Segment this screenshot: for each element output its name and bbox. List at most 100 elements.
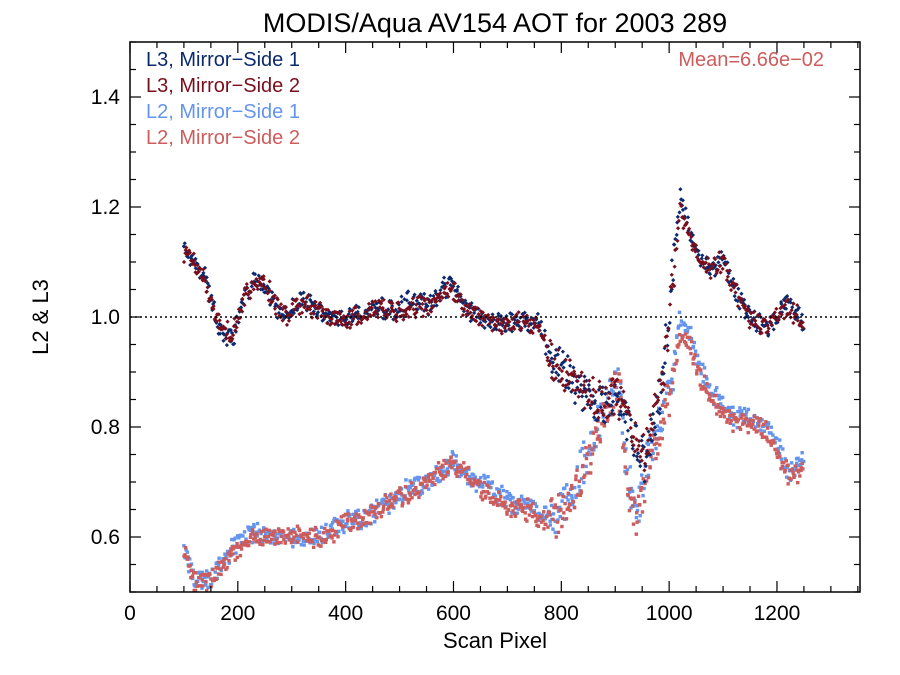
data-point <box>635 508 640 513</box>
data-point <box>578 373 583 378</box>
data-point <box>209 295 214 300</box>
data-point <box>742 406 747 411</box>
data-point <box>688 346 692 351</box>
data-point <box>450 466 454 470</box>
data-point <box>569 483 574 488</box>
data-point <box>304 295 310 300</box>
data-point <box>441 284 447 289</box>
data-point <box>713 388 718 393</box>
data-point <box>620 399 625 404</box>
data-point <box>727 268 732 273</box>
data-point <box>480 323 485 328</box>
data-point <box>422 291 427 296</box>
data-point <box>653 429 657 434</box>
data-point <box>471 473 476 477</box>
data-point <box>497 490 501 494</box>
data-point <box>414 298 419 303</box>
data-point <box>792 315 797 320</box>
data-point <box>286 315 291 321</box>
data-point <box>568 508 572 513</box>
data-point <box>738 406 742 410</box>
data-point <box>341 527 345 532</box>
data-point <box>785 475 789 479</box>
data-point <box>568 363 573 368</box>
data-point <box>717 263 722 269</box>
data-point <box>222 562 226 567</box>
data-point <box>476 482 481 487</box>
data-point <box>578 387 583 393</box>
data-point <box>201 579 205 584</box>
data-point <box>499 495 503 499</box>
data-point <box>625 428 631 433</box>
data-point <box>253 282 258 288</box>
data-point <box>572 369 577 374</box>
data-point <box>411 482 415 486</box>
data-point <box>267 279 272 284</box>
data-point <box>373 512 377 517</box>
data-point <box>199 275 205 280</box>
data-point <box>302 532 306 536</box>
data-point <box>519 326 524 331</box>
data-point <box>591 415 597 420</box>
data-point <box>629 439 634 444</box>
data-point <box>799 323 804 329</box>
data-point <box>624 471 629 475</box>
data-point <box>300 298 305 304</box>
data-point <box>617 397 622 402</box>
data-point <box>795 303 800 308</box>
data-point <box>655 395 660 400</box>
data-point <box>582 386 587 391</box>
data-point <box>378 501 383 506</box>
data-point <box>582 480 586 485</box>
data-point <box>476 322 482 327</box>
data-point <box>408 485 413 489</box>
data-point <box>389 299 394 304</box>
data-point <box>307 307 313 312</box>
data-point <box>258 537 263 542</box>
data-point <box>495 487 499 491</box>
data-point <box>227 558 231 563</box>
data-point <box>204 289 210 294</box>
data-point <box>532 510 536 515</box>
data-point <box>469 315 474 321</box>
data-point <box>698 263 703 268</box>
data-point <box>665 343 670 348</box>
data-point <box>582 379 587 384</box>
data-point <box>260 539 264 544</box>
data-point <box>234 325 239 330</box>
data-point <box>511 495 515 500</box>
data-point <box>685 215 691 220</box>
data-point <box>470 476 475 481</box>
data-point <box>422 485 426 490</box>
data-point <box>356 527 360 531</box>
data-point <box>519 503 524 507</box>
data-point <box>268 539 272 544</box>
data-point <box>189 568 193 573</box>
data-point <box>579 491 583 495</box>
data-point <box>728 279 734 284</box>
data-point <box>362 522 366 526</box>
data-point <box>276 527 281 531</box>
data-point <box>692 246 698 251</box>
data-point <box>771 327 776 332</box>
data-point <box>584 388 589 393</box>
data-point <box>738 300 744 305</box>
data-point <box>188 557 192 561</box>
data-point <box>787 476 792 481</box>
data-point <box>408 305 413 310</box>
data-point <box>225 565 229 570</box>
data-point <box>525 318 531 323</box>
data-point <box>749 319 754 325</box>
data-point <box>299 543 304 547</box>
data-point <box>665 384 669 388</box>
data-point <box>387 504 392 509</box>
data-point <box>443 284 448 289</box>
data-point <box>746 430 750 435</box>
data-point <box>255 279 260 284</box>
data-point <box>441 465 445 469</box>
data-point <box>783 299 788 304</box>
data-point <box>788 300 793 305</box>
data-point <box>675 226 681 231</box>
data-point <box>664 391 669 395</box>
data-point <box>283 309 289 314</box>
